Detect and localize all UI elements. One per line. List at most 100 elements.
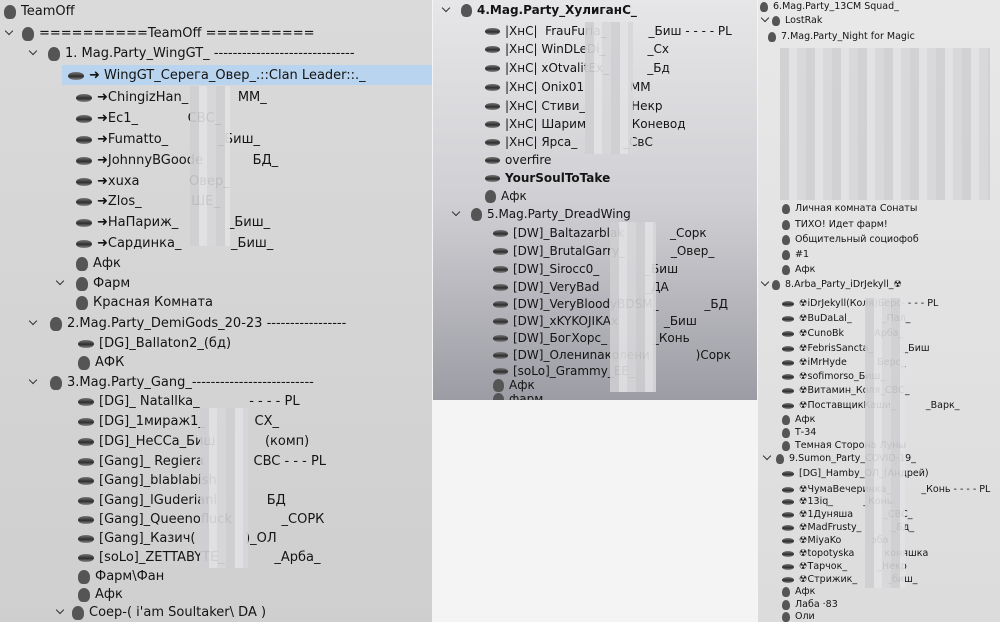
row-label: [DG]_1мираж1_ СХ_	[99, 414, 280, 429]
user-icon	[493, 367, 508, 376]
user-icon	[78, 515, 94, 525]
user-icon	[493, 334, 508, 343]
channel-icon	[461, 4, 472, 17]
user-icon	[485, 64, 500, 73]
channel-icon	[50, 376, 62, 390]
row-label: 9.Sumon_Party_COVID-19_	[789, 453, 916, 464]
row-label: ☢Витамин_Коля_СВС_	[799, 385, 910, 396]
row-label: ==========TeamOff ==========	[39, 26, 315, 41]
channel-icon	[768, 32, 776, 42]
row-label: Общительный социофоб	[795, 234, 919, 245]
row-label: Соер-( i'am Soultaker\ DA )	[89, 605, 267, 620]
selected-row	[62, 65, 432, 85]
user-icon	[76, 93, 92, 103]
channel-icon	[782, 428, 790, 438]
user-icon	[78, 457, 94, 467]
row-label: ➜НаПариж_ _Биш_	[97, 215, 271, 230]
row-label: |ХнС| Шарим Коневод	[505, 117, 686, 131]
channel-icon	[471, 208, 482, 221]
row-label: [soLo]_Grammy_EE_	[513, 364, 636, 378]
row-label: Афк	[501, 189, 527, 203]
blur-patch	[610, 222, 656, 392]
row-label: 5.Mag.Party_DreadWing	[487, 207, 631, 221]
blur-patch	[200, 408, 248, 568]
row-label: ☢iDrJekyll(Коля)Берс- - - - PL	[799, 298, 939, 309]
channel-icon	[782, 600, 790, 610]
user-icon	[76, 135, 92, 145]
row-label: [DG]_Hamby_ОЛ_(Андрей)	[799, 468, 929, 479]
channel-icon	[485, 190, 496, 203]
user-icon	[493, 247, 508, 256]
user-icon	[76, 218, 92, 228]
user-icon	[782, 374, 794, 380]
channel-icon	[772, 16, 780, 26]
channel-icon	[4, 5, 16, 19]
user-icon	[782, 551, 794, 557]
channel-icon	[78, 588, 90, 602]
row-label: [Gang]_lGuderianl БД	[99, 493, 286, 508]
row-label: Афк	[795, 586, 816, 597]
row-label: ➜Fumatto_ _Биш_	[97, 132, 261, 147]
user-icon	[782, 346, 794, 352]
user-icon	[485, 83, 500, 92]
row-label: Оли	[795, 611, 815, 622]
row-label: ☢ЧумаВечеринка_ _Конь - - - - PL	[799, 484, 991, 495]
user-icon	[782, 512, 794, 518]
user-icon	[485, 138, 500, 147]
row-label: ➜ WingGT_Серега_Овер_.::Clan Leader::._	[89, 68, 366, 83]
user-icon	[493, 229, 508, 238]
row-label: |ХнС| Стиви_ Некр	[505, 99, 663, 113]
row-label: ➜Сардинка_ _Биш_	[97, 236, 274, 251]
row-label: YourSoulToTake	[505, 171, 611, 185]
channel-icon	[782, 415, 790, 425]
user-icon	[782, 525, 794, 531]
user-icon	[493, 300, 508, 309]
channel-icon	[78, 570, 90, 584]
channel-icon	[782, 587, 790, 597]
row-label: #1	[795, 249, 810, 260]
row-label: 1. Mag.Party_WingGT_ -------------------…	[65, 46, 355, 61]
row-label: Красная Комната	[93, 295, 214, 310]
row-label: [Gang]_ Regiera CBC - - - PL	[99, 454, 327, 469]
row-label: Фарм	[93, 276, 131, 291]
row-label: [Gang]_Казич( )_ОЛ	[99, 531, 277, 546]
channel-icon	[776, 454, 784, 464]
row-label: Афк	[93, 256, 121, 271]
channel-icon	[782, 612, 790, 622]
row-label: Т-34	[795, 427, 817, 438]
row-label: ☢topotyska коняшка	[799, 548, 929, 559]
row-label: overfire	[505, 153, 552, 167]
user-icon	[485, 27, 500, 36]
channel-icon	[22, 27, 34, 41]
channel-icon	[50, 317, 62, 331]
row-label: ➜ChingizHan_ MM_	[97, 90, 267, 105]
user-icon	[782, 564, 794, 570]
user-icon	[78, 437, 94, 447]
channel-icon	[782, 220, 790, 230]
row-label: ☢ПоставщикКаши_ _Варк_	[799, 400, 960, 411]
channel-icon	[72, 606, 84, 620]
channel-icon	[78, 356, 90, 370]
blur-patch	[190, 86, 230, 246]
collapse-arrow	[55, 276, 65, 286]
channel-icon	[782, 250, 790, 260]
channel-icon	[782, 441, 790, 451]
row-label: [DG]_НеССа_Биш (комп)	[99, 434, 310, 449]
channel-icon	[76, 257, 88, 271]
collapse-arrow	[28, 316, 38, 326]
user-icon	[76, 156, 92, 166]
collapse-arrow	[4, 26, 14, 36]
row-label: [soLo]_ZETTABYTE_ _Арба_	[99, 550, 321, 565]
collapse-arrow	[762, 451, 772, 461]
channel-icon	[782, 204, 790, 214]
user-icon	[68, 71, 84, 81]
user-icon	[782, 331, 794, 337]
row-label: 2.Mag.Party_DemiGods_20-23 -------------…	[67, 316, 347, 331]
channel-icon	[48, 47, 60, 61]
channel-icon	[493, 379, 504, 392]
user-icon	[782, 499, 794, 505]
blur-patch	[585, 22, 633, 154]
row-label: [Gang]_Queenofluck _СОРК	[99, 512, 325, 527]
row-label: Афк	[795, 264, 816, 275]
